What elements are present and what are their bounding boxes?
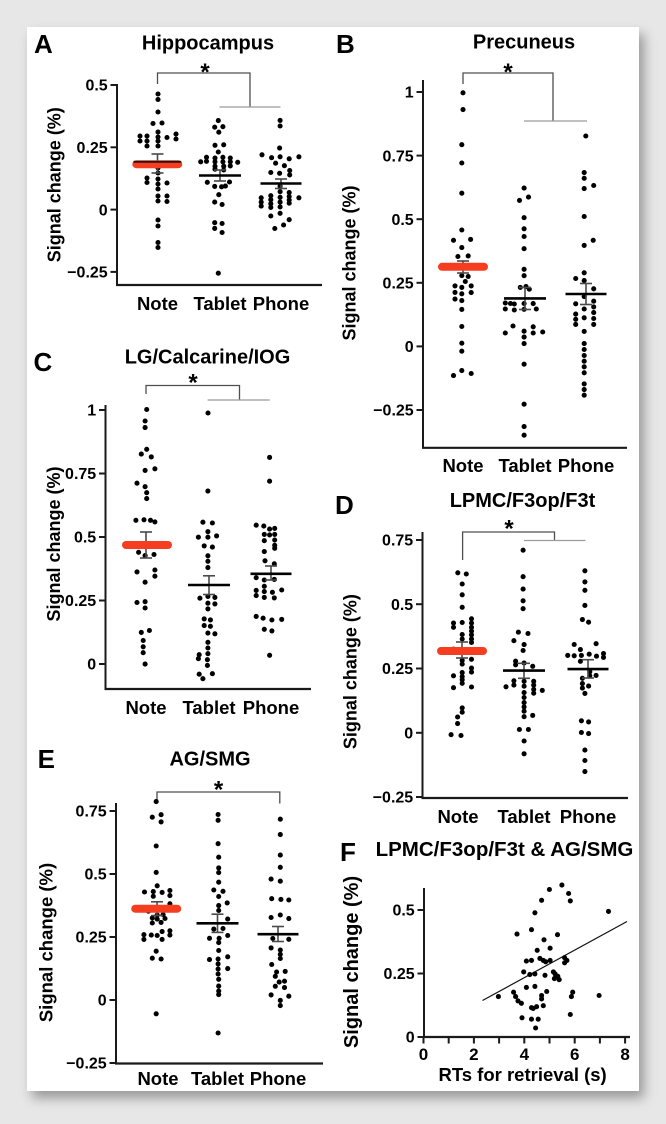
svg-text:0.25: 0.25 xyxy=(383,276,414,293)
svg-text:Note: Note xyxy=(137,293,178,314)
svg-text:*: * xyxy=(504,516,514,543)
svg-text:0.25: 0.25 xyxy=(76,930,107,947)
svg-text:8: 8 xyxy=(620,1045,629,1064)
svg-text:Phone: Phone xyxy=(558,455,615,476)
svg-text:Signal change (%): Signal change (%) xyxy=(44,466,64,621)
svg-text:Phone: Phone xyxy=(560,806,617,827)
svg-text:0.5: 0.5 xyxy=(391,597,413,614)
svg-text:0.5: 0.5 xyxy=(74,530,96,547)
svg-text:Tablet: Tablet xyxy=(193,293,246,314)
svg-text:E: E xyxy=(38,744,55,774)
svg-text:0.75: 0.75 xyxy=(382,533,413,550)
svg-text:Note: Note xyxy=(437,806,478,827)
svg-text:−0.25: −0.25 xyxy=(373,403,414,420)
svg-text:0: 0 xyxy=(87,657,96,674)
svg-text:Signal change (%): Signal change (%) xyxy=(36,863,57,1022)
svg-text:LPMC/F3op/F3t & AG/SMG: LPMC/F3op/F3t & AG/SMG xyxy=(376,838,634,861)
svg-text:RTs for retrieval (s): RTs for retrieval (s) xyxy=(438,1064,606,1085)
svg-text:C: C xyxy=(34,347,53,377)
svg-text:Signal change (%): Signal change (%) xyxy=(340,185,360,340)
svg-text:Note: Note xyxy=(442,455,483,476)
svg-text:Tablet: Tablet xyxy=(498,455,551,476)
svg-text:0: 0 xyxy=(404,726,413,743)
svg-text:0.25: 0.25 xyxy=(384,966,415,983)
svg-text:*: * xyxy=(214,777,224,804)
svg-text:Phone: Phone xyxy=(253,293,310,314)
svg-text:Phone: Phone xyxy=(243,697,300,718)
svg-text:0.25: 0.25 xyxy=(77,140,108,157)
svg-text:0.75: 0.75 xyxy=(76,804,107,821)
svg-text:*: * xyxy=(503,59,513,86)
svg-text:2: 2 xyxy=(469,1045,478,1064)
svg-text:1: 1 xyxy=(87,403,96,420)
svg-text:0.5: 0.5 xyxy=(391,212,413,229)
svg-text:Phone: Phone xyxy=(250,1068,307,1089)
svg-text:0.5: 0.5 xyxy=(84,867,106,884)
svg-text:F: F xyxy=(340,837,356,867)
svg-text:4: 4 xyxy=(520,1045,530,1064)
svg-text:*: * xyxy=(188,370,198,397)
svg-text:Precuneus: Precuneus xyxy=(473,32,575,54)
svg-text:0.5: 0.5 xyxy=(85,78,107,95)
svg-text:Signal change (%): Signal change (%) xyxy=(45,107,65,262)
svg-text:Note: Note xyxy=(137,1068,178,1089)
svg-text:Tablet: Tablet xyxy=(182,697,235,718)
svg-text:0: 0 xyxy=(99,202,108,219)
svg-text:LG/Calcarine/IOG: LG/Calcarine/IOG xyxy=(125,347,291,369)
svg-text:0.5: 0.5 xyxy=(392,903,414,920)
svg-text:0: 0 xyxy=(419,1045,428,1064)
svg-text:Signal change (%): Signal change (%) xyxy=(341,876,363,1048)
svg-text:Signal change (%): Signal change (%) xyxy=(341,594,361,749)
svg-text:Tablet: Tablet xyxy=(191,1068,244,1089)
svg-text:−0.25: −0.25 xyxy=(66,1056,107,1073)
svg-text:−0.25: −0.25 xyxy=(373,790,414,807)
svg-text:0: 0 xyxy=(98,993,107,1010)
svg-text:Hippocampus: Hippocampus xyxy=(142,32,274,54)
svg-text:0.25: 0.25 xyxy=(382,661,413,678)
svg-text:1: 1 xyxy=(405,85,414,102)
svg-text:AG/SMG: AG/SMG xyxy=(169,748,250,770)
svg-text:0: 0 xyxy=(406,1030,415,1047)
svg-text:D: D xyxy=(335,490,354,520)
svg-text:0.75: 0.75 xyxy=(65,466,96,483)
svg-text:B: B xyxy=(336,29,355,59)
svg-text:Note: Note xyxy=(125,697,166,718)
svg-text:*: * xyxy=(200,59,210,86)
svg-text:Tablet: Tablet xyxy=(497,806,550,827)
svg-text:0.75: 0.75 xyxy=(383,148,414,165)
svg-text:6: 6 xyxy=(570,1045,579,1064)
svg-text:A: A xyxy=(34,29,53,59)
svg-text:−0.25: −0.25 xyxy=(67,265,108,282)
svg-text:LPMC/F3op/F3t: LPMC/F3op/F3t xyxy=(450,490,596,512)
svg-text:0.25: 0.25 xyxy=(65,593,96,610)
svg-text:0: 0 xyxy=(405,339,414,356)
